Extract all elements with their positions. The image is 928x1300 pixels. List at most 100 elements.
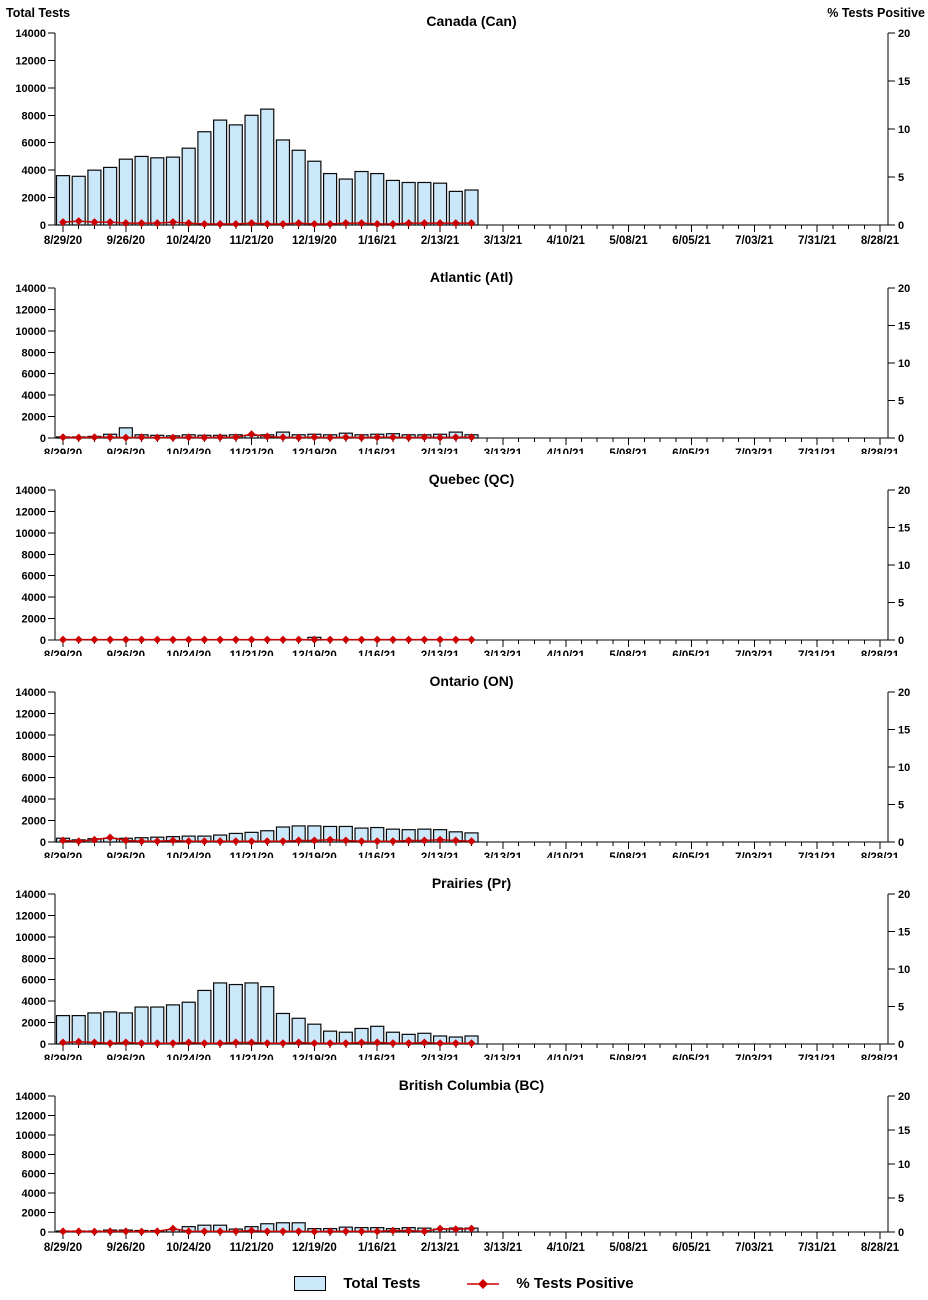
pct-positive-marker xyxy=(106,1039,115,1048)
pct-positive-marker xyxy=(326,1039,335,1048)
pct-positive-marker xyxy=(200,635,209,644)
x-tick-label: 12/19/20 xyxy=(292,1054,337,1060)
total-tests-bar xyxy=(213,982,228,1045)
pct-positive-marker xyxy=(420,219,429,228)
pct-positive-marker xyxy=(106,833,115,842)
pct-positive-marker xyxy=(263,1039,272,1048)
total-tests-bar xyxy=(87,169,102,226)
right-tick-label: 10 xyxy=(898,124,910,136)
x-tick-label: 4/10/21 xyxy=(547,235,586,247)
pct-positive-marker xyxy=(247,430,256,439)
left-tick-label: 6000 xyxy=(22,773,46,785)
x-tick-label: 2/13/21 xyxy=(421,235,460,247)
x-tick-label: 11/21/20 xyxy=(229,1054,273,1060)
pct-positive-marker xyxy=(467,433,476,442)
right-tick-label: 20 xyxy=(898,28,910,40)
pct-positive-marker xyxy=(278,1039,287,1048)
x-tick-label: 2/13/21 xyxy=(421,650,460,656)
right-tick-label: 15 xyxy=(898,523,910,535)
pct-positive-marker xyxy=(200,837,209,846)
pct-positive-marker xyxy=(59,433,67,442)
left-tick-label: 12000 xyxy=(15,708,46,720)
pct-positive-marker xyxy=(278,433,287,442)
pct-positive-marker xyxy=(106,433,115,442)
x-tick-label: 1/16/21 xyxy=(358,1242,397,1254)
total-tests-bar xyxy=(417,181,432,226)
right-tick-label: 15 xyxy=(898,725,910,737)
pct-positive-marker xyxy=(294,1038,303,1047)
x-tick-label: 3/13/21 xyxy=(484,235,523,247)
x-tick-label: 7/31/21 xyxy=(798,448,837,454)
pct-positive-marker xyxy=(121,433,130,442)
left-tick-label: 4000 xyxy=(22,1188,46,1200)
pct-positive-marker xyxy=(373,1038,382,1047)
right-tick-label: 5 xyxy=(898,1193,904,1205)
x-tick-label: 7/31/21 xyxy=(798,235,837,247)
pct-positive-marker xyxy=(467,635,476,644)
pct-positive-marker xyxy=(106,635,115,644)
left-tick-label: 2000 xyxy=(22,816,46,828)
pct-positive-marker xyxy=(278,635,287,644)
pct-positive-marker xyxy=(90,635,99,644)
left-tick-label: 8000 xyxy=(22,751,46,763)
left-tick-label: 12000 xyxy=(15,910,46,922)
pct-positive-marker xyxy=(278,220,287,229)
x-tick-label: 7/03/21 xyxy=(735,235,774,247)
pct-positive-marker xyxy=(436,1039,445,1048)
right-tick-label: 20 xyxy=(898,889,910,901)
pct-positive-marker xyxy=(294,635,303,644)
x-tick-label: 7/03/21 xyxy=(735,852,774,858)
chart-prairies-pr: Prairies (Pr) 0 2000 4000 6000 8000 10000 12000… xyxy=(15,875,910,1060)
x-tick-label: 5/08/21 xyxy=(609,1054,648,1060)
pct-positive-marker xyxy=(137,1227,146,1236)
pct-positive-marker xyxy=(121,836,130,845)
x-tick-label: 8/28/21 xyxy=(861,1054,900,1060)
pct-positive-marker xyxy=(373,635,382,644)
pct-positive-marker xyxy=(341,219,350,228)
x-tick-label: 8/29/20 xyxy=(44,1054,82,1060)
right-tick-label: 0 xyxy=(898,1227,904,1239)
charts-container: Canada (Can) 0 2000 4000 6000 8000 10000 12000 1… xyxy=(15,13,910,1254)
left-tick-label: 6000 xyxy=(22,138,46,150)
pct-positive-marker xyxy=(467,837,476,846)
right-tick-label: 10 xyxy=(898,358,910,370)
x-tick-label: 2/13/21 xyxy=(421,1054,460,1060)
left-tick-label: 10000 xyxy=(15,1130,46,1142)
pct-positive-marker xyxy=(247,1226,256,1235)
pct-positive-marker xyxy=(310,433,319,442)
total-tests-bar xyxy=(181,1001,196,1045)
x-tick-label: 9/26/20 xyxy=(107,448,145,454)
right-tick-label: 0 xyxy=(898,635,904,647)
total-tests-bar xyxy=(307,160,322,226)
pct-positive-marker xyxy=(357,635,366,644)
total-tests-bar xyxy=(134,1006,149,1045)
left-tick-label: 8000 xyxy=(22,953,46,965)
pct-positive-marker xyxy=(168,1039,177,1048)
legend-pct-positive-label: % Tests Positive xyxy=(516,1275,634,1292)
pct-positive-marker xyxy=(184,219,193,228)
pct-positive-marker xyxy=(326,433,335,442)
x-tick-label: 6/05/21 xyxy=(672,1054,711,1060)
right-tick-label: 15 xyxy=(898,76,910,88)
left-tick-label: 12000 xyxy=(15,1110,46,1122)
left-tick-label: 14000 xyxy=(15,283,46,295)
pct-positive-marker xyxy=(451,1225,460,1234)
pct-positive-marker xyxy=(74,635,83,644)
x-tick-label: 5/08/21 xyxy=(609,448,648,454)
pct-positive-marker xyxy=(90,1227,99,1236)
pct-positive-marker xyxy=(310,1227,319,1236)
x-tick-label: 4/10/21 xyxy=(547,448,586,454)
pct-positive-marker xyxy=(168,635,177,644)
x-tick-label: 8/28/21 xyxy=(861,650,900,656)
pct-positive-marker xyxy=(74,1037,83,1046)
pct-positive-marker xyxy=(294,433,303,442)
pct-positive-marker xyxy=(373,433,382,442)
pct-positive-marker xyxy=(247,1038,256,1047)
pct-positive-marker xyxy=(59,1227,67,1236)
x-tick-label: 4/10/21 xyxy=(547,650,586,656)
x-tick-label: 2/13/21 xyxy=(421,1242,460,1254)
left-tick-label: 4000 xyxy=(22,592,46,604)
pct-positive-marker xyxy=(388,1039,397,1048)
pct-positive-marker xyxy=(404,219,413,228)
